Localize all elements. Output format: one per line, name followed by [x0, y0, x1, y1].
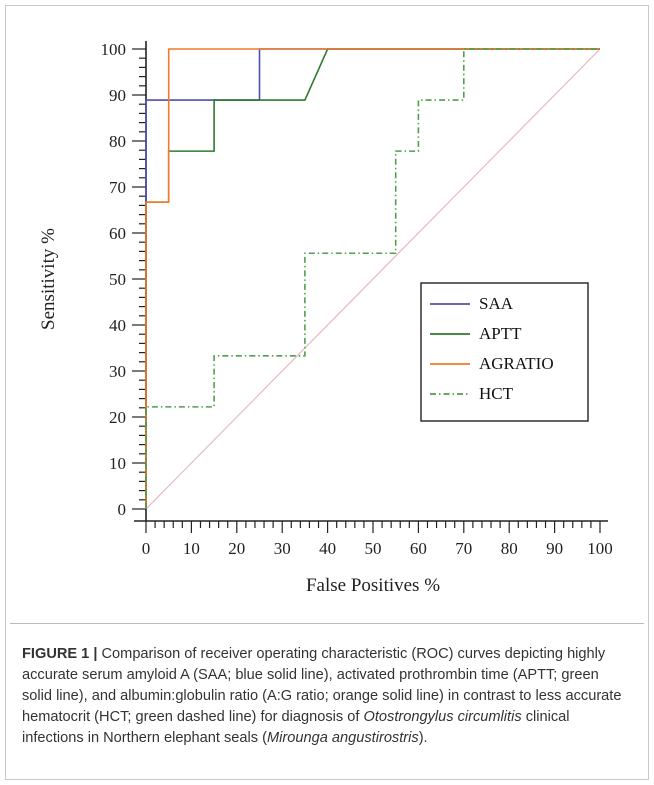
x-tick-label: 20	[228, 539, 245, 558]
x-tick-label: 0	[142, 539, 151, 558]
figure-label: FIGURE 1 |	[22, 646, 98, 662]
caption-divider	[10, 623, 644, 624]
figure-caption: FIGURE 1 | Comparison of receiver operat…	[22, 644, 632, 749]
x-tick-label: 60	[410, 539, 427, 558]
y-tick-label: 100	[101, 40, 127, 59]
x-tick-label: 40	[319, 539, 336, 558]
y-tick-label: 10	[109, 454, 126, 473]
figure-frame	[5, 5, 649, 780]
legend-label-saa: SAA	[479, 294, 514, 313]
y-tick-label: 40	[109, 316, 126, 335]
series-hct-line	[145, 48, 600, 509]
legend-label-agratio: AGRATIO	[479, 354, 554, 373]
y-tick-label: 60	[109, 224, 126, 243]
y-tick-label: 70	[109, 178, 126, 197]
legend-label-aptt: APTT	[479, 324, 522, 343]
reference-diagonal	[145, 48, 601, 510]
x-tick-label: 30	[274, 539, 291, 558]
y-tick-label: 20	[109, 408, 126, 427]
x-tick-label: 10	[183, 539, 200, 558]
x-axis-title: False Positives %	[306, 575, 440, 596]
x-tick-label: 70	[455, 539, 472, 558]
caption-text-1: Comparison of receiver operating charact…	[22, 646, 622, 725]
x-tick-label: 80	[501, 539, 518, 558]
plot-area: 0 10 20 30 40 50 60 70 80 90 100 0 10 20 30 40 50 60 70 80 9…	[38, 40, 613, 596]
x-tick-label: 100	[587, 539, 613, 558]
y-tick-label: 90	[109, 86, 126, 105]
x-tick-label: 50	[365, 539, 382, 558]
legend-box	[420, 282, 589, 422]
y-tick-label: 30	[109, 362, 126, 381]
series-agratio-line	[145, 48, 600, 509]
roc-chart: 0 10 20 30 40 50 60 70 80 90 100 0 10 20 30 40 50 60 70 80 9…	[38, 40, 613, 596]
caption-text-3: ).	[418, 730, 428, 746]
y-axis-title: Sensitivity %	[38, 228, 59, 330]
caption-species-1: Otostrongylus circumlitis	[363, 709, 522, 725]
x-tick-label: 90	[546, 539, 563, 558]
y-tick-label: 0	[118, 500, 127, 519]
y-tick-label: 80	[109, 132, 126, 151]
y-tick-label: 50	[109, 270, 126, 289]
legend-label-hct: HCT	[479, 384, 514, 403]
caption-text-2: clinical infections in Northern elephant…	[22, 709, 570, 746]
caption-species-2: Mirounga angustirostris	[267, 730, 419, 746]
